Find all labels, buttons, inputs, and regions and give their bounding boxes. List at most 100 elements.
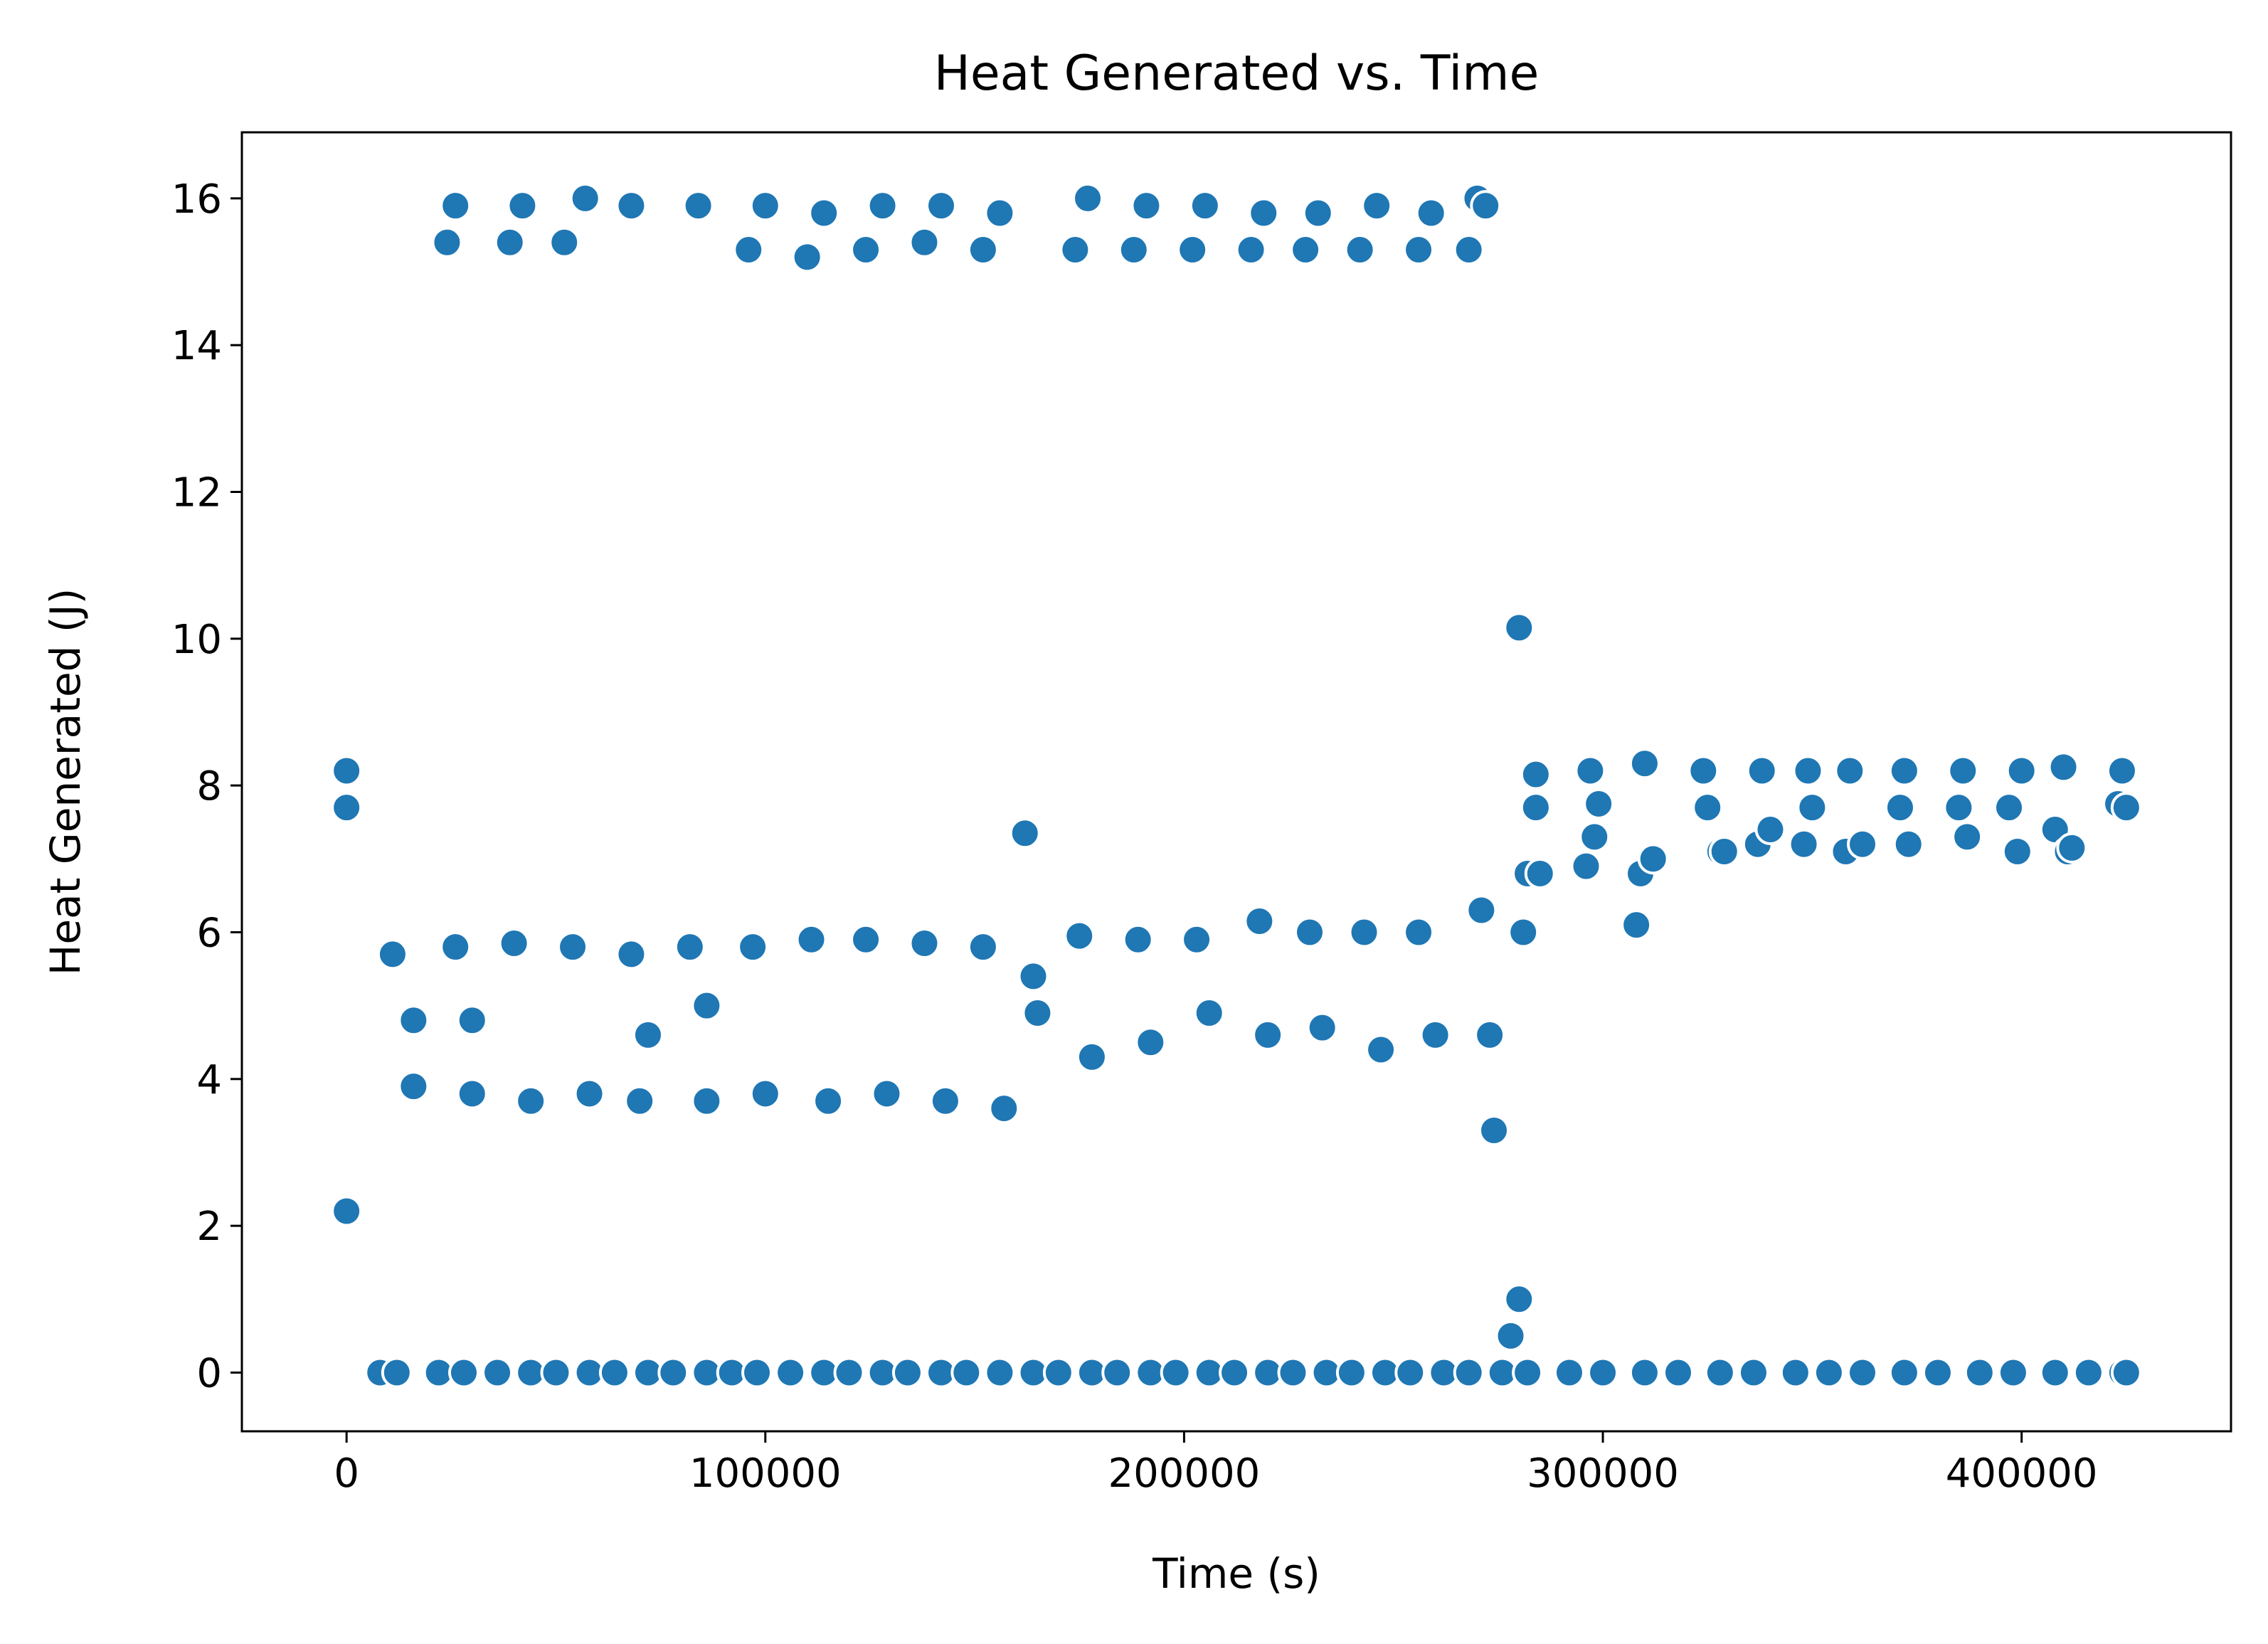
data-point xyxy=(871,1078,903,1110)
data-point xyxy=(598,1357,630,1389)
data-point xyxy=(682,190,714,222)
data-point xyxy=(1022,997,1054,1029)
data-point xyxy=(398,1004,430,1036)
data-point xyxy=(431,226,463,258)
data-point xyxy=(1737,1357,1769,1389)
data-point xyxy=(482,1357,514,1389)
data-point xyxy=(1922,1357,1954,1389)
x-axis-ticks: 0 100000 200000 300000 400000 xyxy=(334,1431,2098,1497)
data-point xyxy=(1637,843,1669,875)
data-point xyxy=(1122,923,1154,955)
chart-title: Heat Generated vs. Time xyxy=(934,46,1540,102)
data-point xyxy=(1193,997,1225,1029)
y-tick-label: 10 xyxy=(171,617,222,663)
data-point xyxy=(615,190,647,222)
data-point xyxy=(1746,755,1778,787)
x-tick-label: 0 xyxy=(334,1451,359,1497)
data-point xyxy=(440,190,472,222)
plot-area-frame xyxy=(240,131,2232,1433)
data-point xyxy=(741,1357,773,1389)
data-point xyxy=(1252,1019,1284,1051)
data-point xyxy=(1189,190,1221,222)
data-point xyxy=(573,1078,605,1110)
y-tick-label: 16 xyxy=(171,176,222,223)
data-point xyxy=(1306,1012,1338,1044)
data-point xyxy=(1403,234,1435,266)
data-point xyxy=(1248,197,1280,229)
data-point xyxy=(1892,828,1924,860)
data-point xyxy=(1160,1357,1192,1389)
data-point xyxy=(1997,1357,2029,1389)
data-point xyxy=(447,1357,479,1389)
data-point xyxy=(2047,751,2079,783)
data-point xyxy=(1466,894,1498,926)
y-tick-label: 8 xyxy=(196,763,222,810)
x-tick-label: 100000 xyxy=(689,1451,842,1497)
data-point xyxy=(1344,234,1376,266)
y-axis-ticks: 0 2 4 6 8 10 12 14 16 xyxy=(171,176,242,1396)
data-point xyxy=(1235,234,1267,266)
data-point xyxy=(967,234,999,266)
data-point xyxy=(1118,234,1150,266)
data-point xyxy=(967,931,999,963)
data-point xyxy=(2001,836,2033,868)
data-point xyxy=(1059,234,1091,266)
y-axis-label: Heat Generated (J) xyxy=(41,588,90,976)
data-point xyxy=(1076,1041,1108,1073)
data-point xyxy=(674,931,706,963)
data-point xyxy=(1009,817,1041,849)
data-point xyxy=(1792,755,1824,787)
data-point xyxy=(1621,909,1653,941)
y-tick-label: 6 xyxy=(196,910,222,956)
data-point xyxy=(557,931,589,963)
data-point xyxy=(498,927,530,959)
data-point xyxy=(1754,814,1786,846)
data-point xyxy=(749,1078,781,1110)
data-point xyxy=(632,1019,664,1051)
y-tick-label: 4 xyxy=(196,1057,222,1103)
data-point xyxy=(1628,748,1660,780)
data-point xyxy=(850,234,882,266)
data-point xyxy=(1570,850,1602,882)
data-point xyxy=(1587,1357,1619,1389)
data-point xyxy=(1403,916,1435,948)
data-point xyxy=(1583,787,1615,820)
data-point xyxy=(1302,197,1334,229)
data-point xyxy=(1628,1357,1660,1389)
data-point xyxy=(1520,792,1552,824)
data-point xyxy=(1064,920,1096,952)
data-point xyxy=(624,1085,656,1117)
data-point xyxy=(850,923,882,955)
data-point xyxy=(657,1357,689,1389)
data-point xyxy=(1503,1283,1535,1315)
data-point xyxy=(1687,755,1719,787)
data-point xyxy=(1796,792,1828,824)
data-point xyxy=(950,1357,982,1389)
data-point xyxy=(515,1085,547,1117)
data-point xyxy=(1692,792,1724,824)
data-point xyxy=(1470,190,1502,222)
data-point xyxy=(1244,906,1276,938)
data-point xyxy=(891,1357,923,1389)
data-points xyxy=(331,182,2142,1389)
data-point xyxy=(737,931,769,963)
data-point xyxy=(808,197,840,229)
data-point xyxy=(908,927,940,959)
data-point xyxy=(1348,916,1380,948)
data-point xyxy=(988,1093,1020,1125)
data-point xyxy=(1524,857,1556,889)
y-tick-label: 14 xyxy=(171,323,222,369)
data-point xyxy=(1888,755,1920,787)
data-point xyxy=(1574,755,1606,787)
data-point xyxy=(1884,792,1916,824)
x-tick-label: 400000 xyxy=(1946,1451,2098,1497)
data-point xyxy=(1101,1357,1133,1389)
data-point xyxy=(494,226,526,258)
y-tick-label: 2 xyxy=(196,1204,222,1250)
data-point xyxy=(331,1195,363,1227)
data-point xyxy=(733,234,765,266)
data-point xyxy=(1847,1357,1879,1389)
data-point xyxy=(331,792,363,824)
data-point xyxy=(540,1357,572,1389)
